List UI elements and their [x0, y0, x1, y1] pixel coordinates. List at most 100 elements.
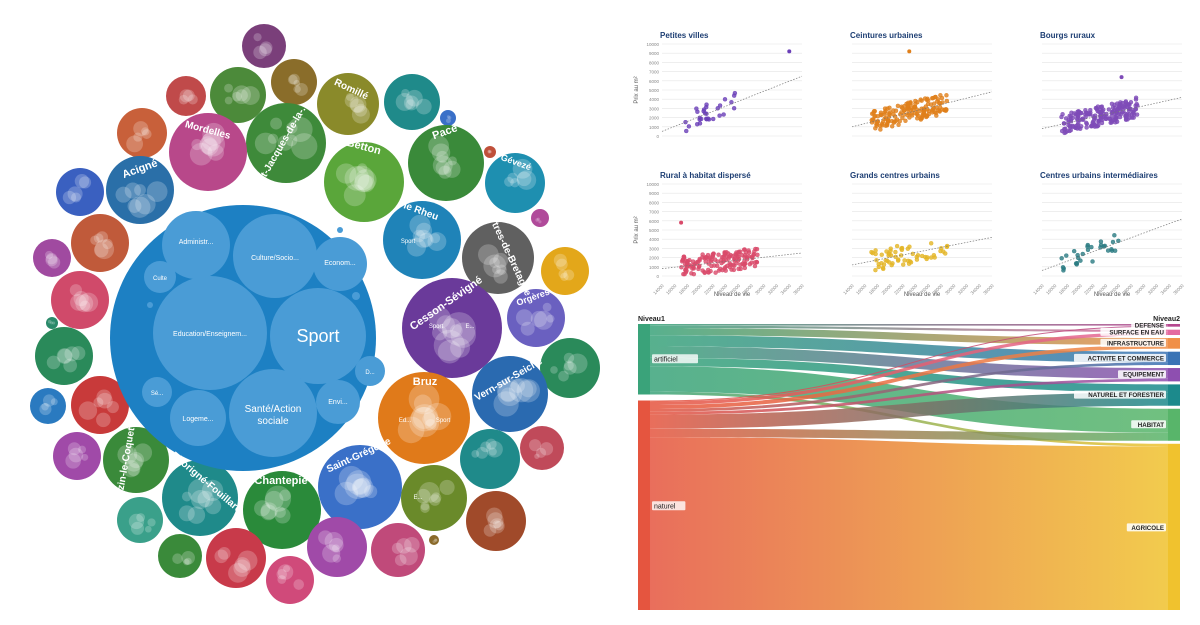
commune-sub-bubble — [415, 488, 431, 504]
bubble-child-d[interactable] — [355, 356, 385, 386]
scatter-xtick: 14000 — [652, 283, 665, 296]
commune-bubble[interactable] — [324, 142, 404, 222]
scatter-point — [938, 246, 944, 251]
sankey-link[interactable] — [650, 366, 1168, 433]
sankey-target-node[interactable] — [1168, 351, 1180, 366]
commune-bubble[interactable] — [307, 517, 367, 577]
commune-bubble[interactable] — [169, 113, 247, 191]
commune-sub-bubble — [253, 33, 262, 42]
scatter-point — [690, 266, 695, 271]
commune-bubble[interactable] — [71, 376, 129, 434]
commune-bubble[interactable] — [520, 426, 564, 470]
commune-bubble[interactable] — [472, 356, 548, 432]
sankey-link[interactable] — [650, 325, 1168, 332]
bubble-child-sport[interactable] — [270, 288, 366, 384]
bubble-child-se[interactable] — [142, 377, 172, 407]
bubble-child-culture[interactable] — [233, 214, 317, 298]
commune-sub-bubble — [117, 444, 138, 465]
sankey-target-node[interactable] — [1168, 324, 1180, 327]
sankey-target-node[interactable] — [1168, 408, 1180, 441]
commune-bubble[interactable] — [484, 146, 496, 158]
commune-bubble[interactable] — [166, 76, 206, 116]
commune-bubble[interactable] — [30, 388, 66, 424]
commune-bubble[interactable] — [266, 556, 314, 604]
commune-bubble[interactable] — [408, 125, 484, 201]
bubble-child-sante[interactable] — [229, 369, 317, 457]
commune-bubble[interactable] — [507, 289, 565, 347]
commune-sub-bubble — [515, 309, 533, 326]
sankey-link[interactable] — [650, 437, 1168, 610]
commune-bubble[interactable] — [242, 24, 286, 68]
commune-bubble[interactable] — [383, 201, 461, 279]
commune-bubble[interactable] — [51, 271, 109, 329]
sankey-target-node[interactable] — [1168, 368, 1180, 382]
commune-bubble[interactable] — [56, 168, 104, 216]
commune-bubble[interactable] — [540, 338, 600, 398]
commune-bubble[interactable] — [462, 222, 534, 294]
commune-bubble[interactable] — [162, 460, 238, 536]
commune-bubble[interactable] — [401, 465, 467, 531]
bubble-child-logement[interactable] — [170, 390, 226, 446]
commune-bubble[interactable] — [466, 491, 526, 551]
bubble-child-econom[interactable] — [313, 237, 367, 291]
sankey-link[interactable] — [650, 428, 1168, 441]
commune-sub-bubble — [567, 353, 588, 374]
sankey-link[interactable] — [650, 391, 1168, 447]
commune-bubble[interactable] — [158, 534, 202, 578]
scatter-xtick: 34000 — [1160, 283, 1173, 296]
sankey-target-node[interactable] — [1168, 384, 1180, 406]
commune-bubble[interactable] — [384, 74, 440, 130]
commune-bubble[interactable] — [53, 432, 101, 480]
commune-bubble[interactable] — [246, 103, 326, 183]
scatter-point — [875, 114, 881, 119]
commune-bubble[interactable] — [206, 528, 266, 588]
commune-sub-bubble — [264, 490, 284, 510]
commune-bubble[interactable] — [460, 429, 520, 489]
commune-sub-bubble — [335, 163, 357, 184]
commune-bubble[interactable] — [210, 67, 266, 123]
sankey-target-node[interactable] — [1168, 338, 1180, 349]
commune-bubble[interactable] — [440, 110, 456, 126]
sankey-link[interactable] — [650, 331, 1168, 406]
bubble-child-education[interactable] — [153, 276, 267, 390]
commune-bubble[interactable] — [33, 239, 71, 277]
commune-bubble[interactable] — [35, 327, 93, 385]
commune-bubble[interactable] — [378, 372, 470, 464]
commune-bubble[interactable] — [402, 278, 502, 378]
commune-bubble[interactable] — [318, 445, 402, 529]
commune-bubble[interactable] — [103, 427, 169, 493]
commune-bubble[interactable] — [71, 214, 129, 272]
sankey-link[interactable] — [650, 324, 1168, 326]
sankey-link[interactable] — [650, 335, 1168, 363]
bubble-child-envi[interactable] — [316, 380, 360, 424]
commune-bubble[interactable] — [271, 59, 317, 105]
bubble-rennes[interactable]: Rennes Sport Education/Enseignem... Sant… — [110, 189, 385, 471]
sankey-link[interactable] — [650, 362, 1168, 412]
scatter-point — [873, 248, 878, 253]
commune-sub-bubble — [493, 391, 519, 417]
sankey-link[interactable] — [650, 325, 1168, 402]
commune-bubble[interactable] — [243, 471, 321, 549]
commune-bubble[interactable] — [429, 535, 439, 545]
commune-bubble[interactable] — [317, 73, 379, 135]
scatter-point — [885, 258, 890, 264]
sankey-target-node[interactable] — [1168, 329, 1180, 336]
commune-bubble[interactable] — [46, 317, 58, 329]
commune-bubble[interactable] — [117, 497, 163, 543]
sankey-target-node[interactable] — [1168, 443, 1180, 610]
commune-bubble[interactable] — [541, 247, 589, 295]
sankey-link[interactable] — [650, 346, 1168, 379]
sankey-link[interactable] — [650, 378, 1168, 415]
sankey-link[interactable] — [650, 344, 1168, 409]
commune-bubble[interactable] — [106, 156, 174, 224]
commune-bubble[interactable] — [371, 523, 425, 577]
sankey-link[interactable] — [650, 392, 1168, 429]
bubble-child-admin[interactable] — [162, 211, 230, 279]
commune-bubble[interactable] — [485, 153, 545, 213]
sankey-source-node[interactable] — [638, 400, 650, 611]
commune-bubble[interactable] — [531, 209, 549, 227]
commune-bubble[interactable] — [117, 108, 167, 158]
bubble-child-culte[interactable] — [144, 261, 176, 293]
sankey-source-node[interactable] — [638, 324, 650, 395]
commune-sub-bubble — [285, 134, 298, 147]
